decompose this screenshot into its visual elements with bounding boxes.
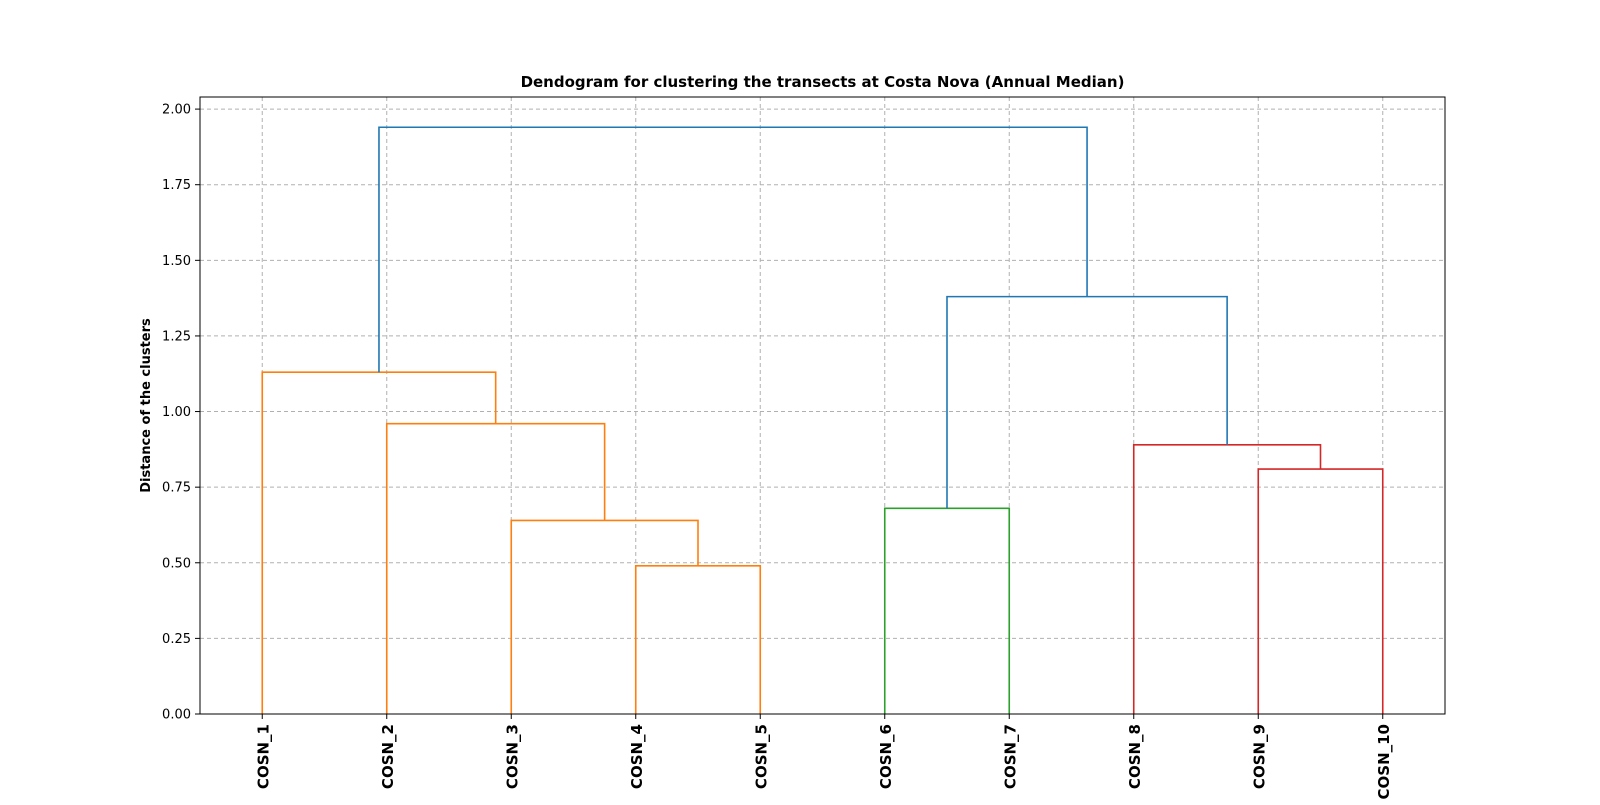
y-tick-label: 0.50 <box>162 556 191 571</box>
x-tick-label: COSN_1 <box>254 724 272 789</box>
x-tick-label: COSN_10 <box>1375 724 1393 800</box>
x-tick-label: COSN_2 <box>379 724 397 789</box>
plot-frame <box>199 96 1446 715</box>
dendrogram-link <box>1132 444 1322 714</box>
x-ticks: COSN_1 COSN_2 COSN_3 COSN_4 COSN_5 COSN_6 COSN… <box>254 714 1393 800</box>
x-tick-label: COSN_8 <box>1126 724 1144 789</box>
y-tick-label: 1.25 <box>162 329 191 344</box>
y-tick-label: 0.75 <box>162 481 191 496</box>
dendrogram-link <box>946 295 1228 509</box>
x-tick-label: COSN_6 <box>877 724 895 789</box>
x-tick-label: COSN_7 <box>1001 724 1019 789</box>
y-ticks: 0.00 0.25 0.50 0.75 1.00 1.25 1.50 1.75 2.00 <box>162 103 200 723</box>
y-tick-label: 0.25 <box>162 632 191 647</box>
dendrogram-link <box>883 507 1011 714</box>
y-tick-label: 1.00 <box>162 405 191 420</box>
y-tick-label: 2.00 <box>162 103 191 118</box>
x-tick-label: COSN_4 <box>628 724 646 789</box>
x-tick-label: COSN_3 <box>503 724 521 789</box>
chart-title: Dendogram for clustering the transects a… <box>521 73 1125 91</box>
x-tick-label: COSN_5 <box>752 724 770 789</box>
y-axis-label: Distance of the clusters <box>139 318 154 493</box>
links-layer <box>261 126 1384 714</box>
dendrogram-link <box>378 126 1088 373</box>
y-tick-label: 1.75 <box>162 178 191 193</box>
dendrogram-link <box>634 564 762 714</box>
dendrogram-link <box>385 422 606 714</box>
x-tick-label: COSN_9 <box>1250 724 1268 789</box>
dendrogram-link <box>510 519 699 714</box>
dendrogram-link <box>1257 468 1384 714</box>
y-tick-label: 0.00 <box>162 708 191 723</box>
y-tick-label: 1.50 <box>162 254 191 269</box>
